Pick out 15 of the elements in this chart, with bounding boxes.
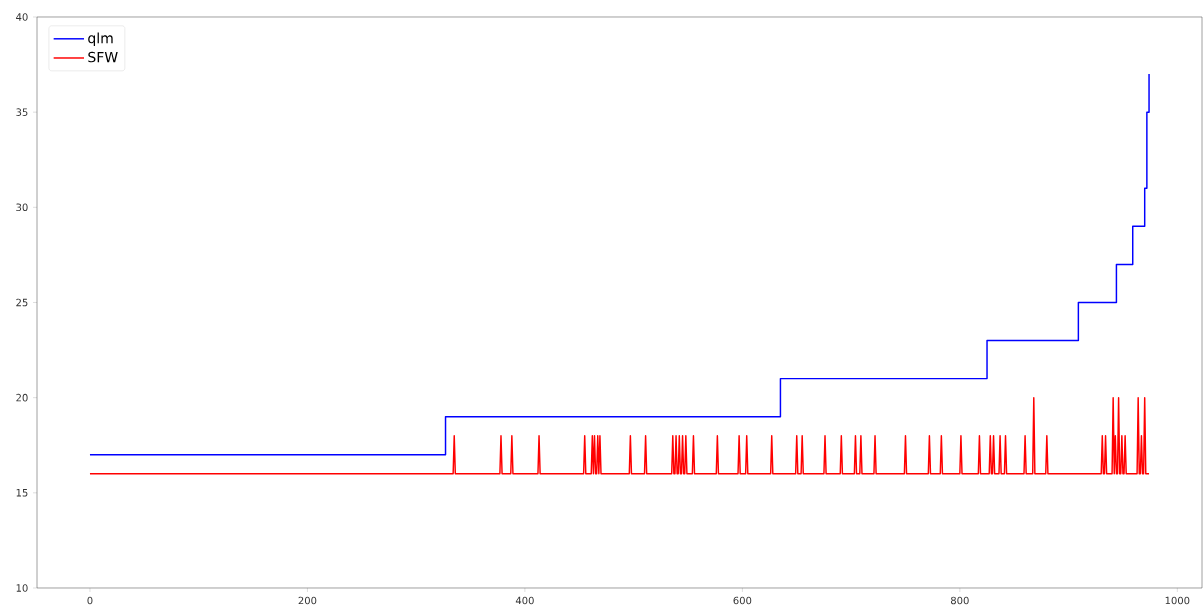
x-tick-label: 200 — [298, 596, 317, 605]
legend-label: SFW — [88, 51, 118, 63]
x-tick-label: 400 — [515, 596, 534, 605]
x-tick-label: 1000 — [1165, 596, 1190, 605]
y-tick-label: 30 — [16, 203, 28, 212]
y-tick-label: 25 — [16, 298, 28, 307]
x-tick-label: 600 — [733, 596, 752, 605]
legend-label: qlm — [88, 32, 113, 47]
y-tick-label: 20 — [16, 393, 28, 402]
y-tick-label: 10 — [16, 584, 28, 592]
x-tick-label: 0 — [87, 596, 93, 605]
y-tick-label: 35 — [16, 108, 28, 116]
x-tick-label: 800 — [950, 596, 969, 605]
y-tick-label: 40 — [16, 13, 28, 21]
y-tick-label: 15 — [16, 489, 28, 497]
